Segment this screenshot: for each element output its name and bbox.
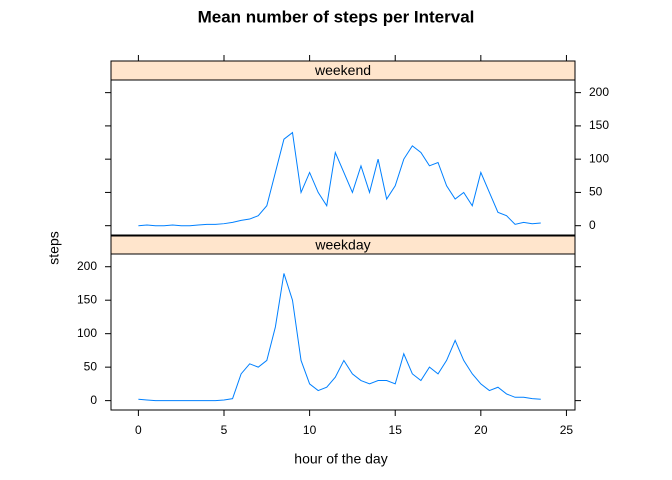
y-tick-label: 50: [589, 185, 603, 199]
panel-border: [110, 253, 576, 411]
y-tick-label: 150: [77, 292, 97, 306]
y-tick-label: 150: [589, 118, 609, 132]
y-tick-label: 200: [77, 259, 97, 273]
strip-label: weekend: [314, 62, 371, 78]
x-tick-label: 0: [135, 423, 142, 437]
chart-title: Mean number of steps per Interval: [198, 7, 475, 26]
y-tick-label: 50: [84, 359, 98, 373]
y-tick-label: 100: [589, 151, 609, 165]
x-tick-label: 15: [389, 423, 403, 437]
x-tick-label: 10: [303, 423, 317, 437]
series-line: [138, 273, 541, 402]
x-tick-label: 20: [474, 423, 488, 437]
y-tick-label: 0: [589, 218, 596, 232]
y-tick-label: 200: [589, 85, 609, 99]
strip-label: weekday: [314, 237, 370, 253]
y-tick-label: 0: [90, 393, 97, 407]
y-tick-label: 100: [77, 326, 97, 340]
x-tick-label: 25: [560, 423, 574, 437]
x-tick-label: 5: [221, 423, 228, 437]
series-line: [138, 131, 541, 227]
y-axis-label: steps: [46, 231, 62, 264]
x-axis-label: hour of the day: [294, 451, 387, 467]
panel-border: [110, 79, 576, 236]
